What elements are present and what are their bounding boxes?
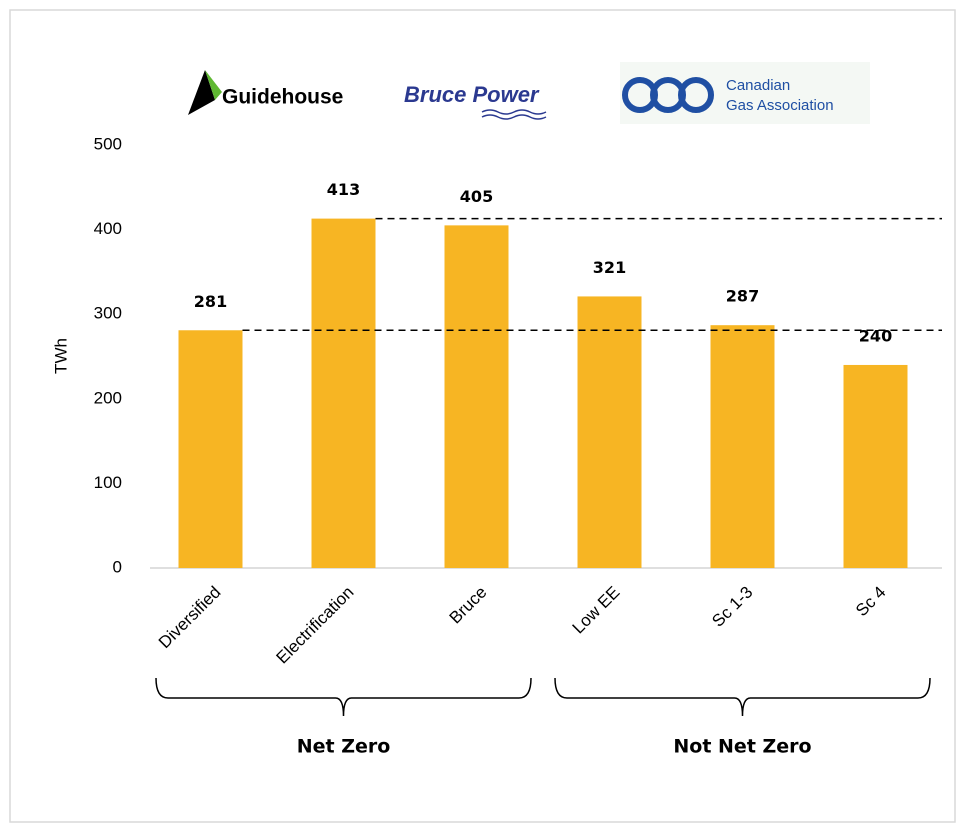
- logo-waves: [481, 109, 547, 115]
- logo-cga-line2: Gas Association: [726, 97, 834, 114]
- data-label: 281: [194, 292, 227, 311]
- data-label: 321: [593, 258, 626, 277]
- group-bracket: [554, 677, 931, 717]
- bar: [577, 296, 642, 568]
- logo-cga-line1: Canadian: [726, 77, 790, 94]
- data-label: 240: [859, 326, 892, 345]
- data-label: 413: [327, 180, 360, 199]
- y-tick-label: 0: [113, 557, 122, 576]
- logo-cga-icon: [678, 77, 714, 113]
- y-axis-title: TWh: [51, 338, 70, 374]
- y-tick-label: 100: [94, 473, 122, 492]
- y-tick-label: 500: [94, 134, 122, 153]
- logo-guidehouse: Guidehouse: [222, 86, 343, 109]
- group-bracket: [155, 677, 532, 717]
- group-label: Net Zero: [297, 736, 391, 758]
- logo-waves: [481, 114, 547, 120]
- group-label: Not Net Zero: [673, 736, 811, 758]
- logo-bruce-power: Bruce Power: [404, 82, 540, 107]
- y-tick-label: 200: [94, 388, 122, 407]
- y-tick-label: 300: [94, 304, 122, 323]
- data-label: 287: [726, 287, 759, 306]
- logo-cga-bg: [620, 62, 870, 124]
- data-label: 405: [460, 187, 493, 206]
- bar: [710, 325, 775, 568]
- bar: [444, 225, 509, 568]
- bar: [178, 330, 243, 568]
- bar: [843, 364, 908, 568]
- bar: [311, 218, 376, 569]
- y-tick-label: 400: [94, 219, 122, 238]
- guidehouse-icon: [188, 70, 215, 115]
- guidehouse-icon-accent: [205, 70, 222, 100]
